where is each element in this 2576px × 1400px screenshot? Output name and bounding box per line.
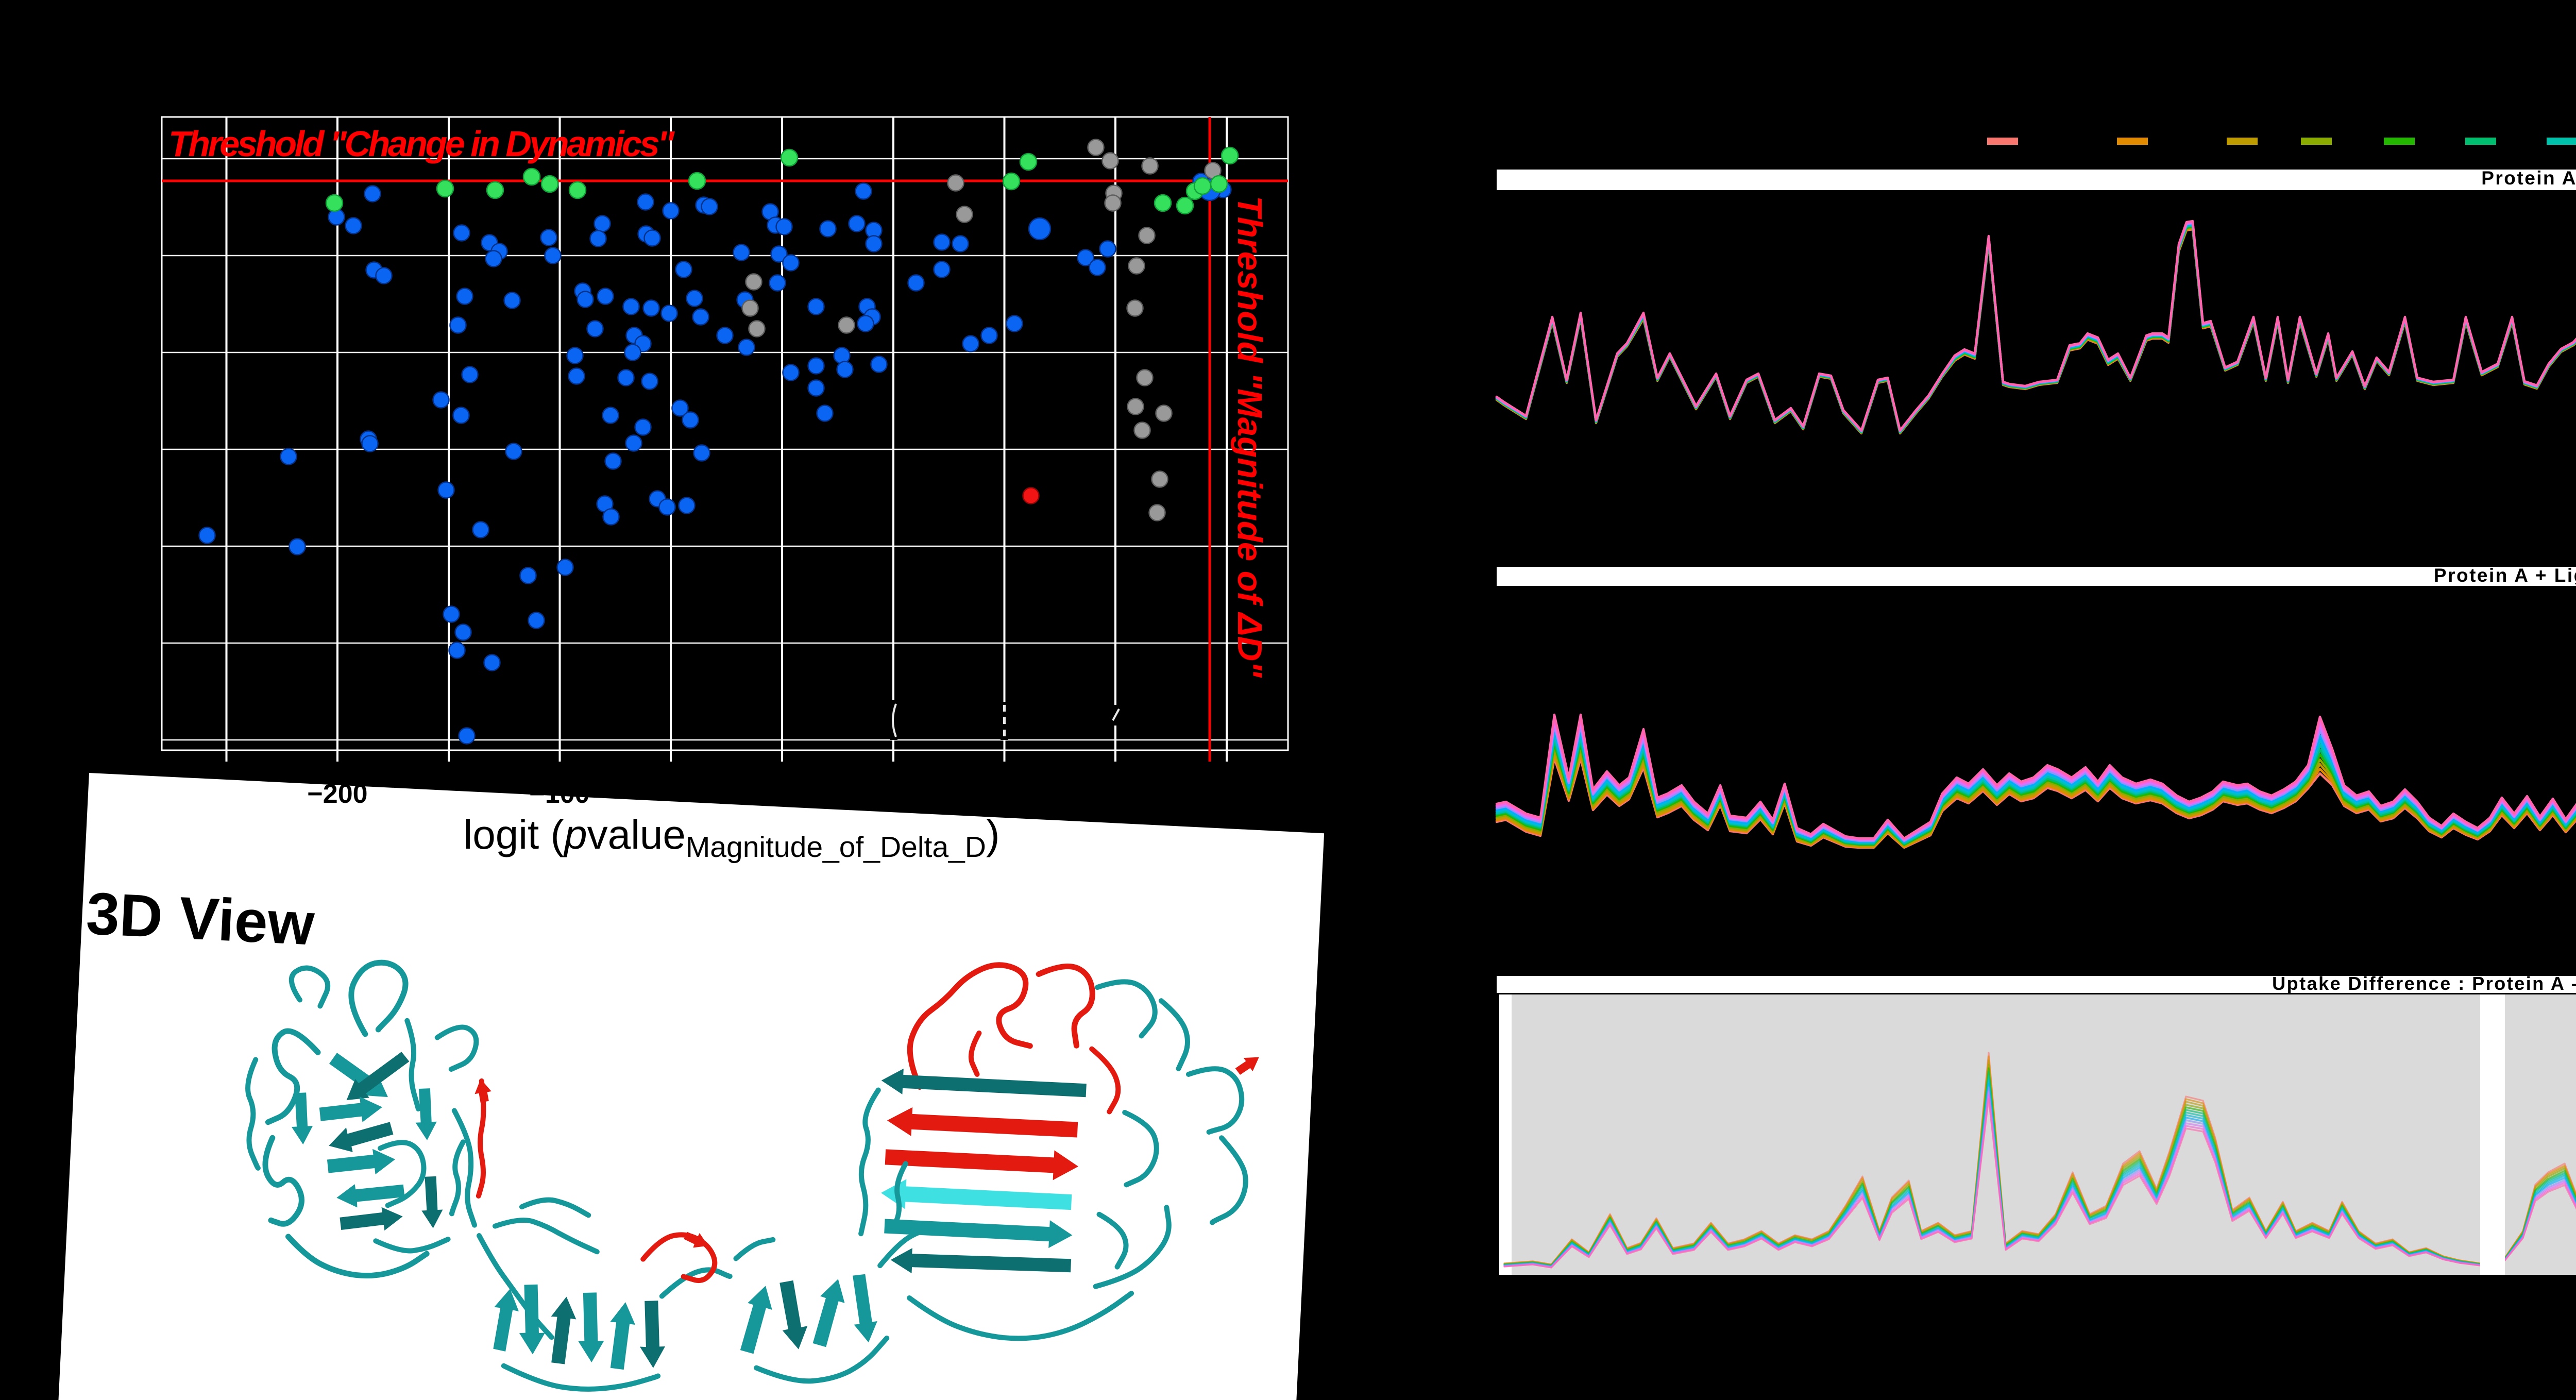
svg-text:Uptake Difference : Protein A: Uptake Difference : Protein A - (Protein…: [2272, 973, 2576, 994]
svg-text:−200: −200: [307, 779, 367, 809]
svg-text:−100: −100: [529, 779, 589, 809]
svg-text:Threshold "Magnitude of ΔD": Threshold "Magnitude of ΔD": [1230, 196, 1269, 678]
svg-text:Protein A + Ligand: Protein A + Ligand: [2434, 565, 2576, 586]
svg-text:3D View: 3D View: [85, 880, 316, 958]
svg-text:Threshold "Change in Dynamics": Threshold "Change in Dynamics": [168, 124, 675, 164]
svg-text:Protein A: Protein A: [2481, 167, 2576, 189]
